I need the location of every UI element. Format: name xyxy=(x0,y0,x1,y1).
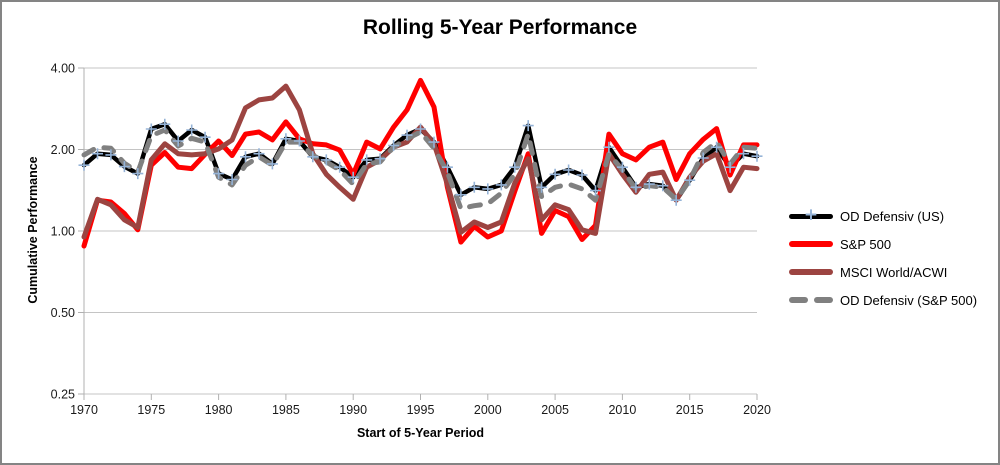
y-axis-title: Cumulative Performance xyxy=(26,156,40,304)
x-tick-label: 2020 xyxy=(743,403,771,417)
plus-marker-icon: + xyxy=(803,204,819,225)
x-axis-title: Start of 5-Year Period xyxy=(356,426,485,440)
legend-label: OD Defensiv (US) xyxy=(840,208,945,224)
y-tick-label: 0.25 xyxy=(51,388,75,402)
legend-dash xyxy=(814,297,833,303)
legend-label: MSCI World/ACWI xyxy=(840,264,948,280)
legend-item-msci-world-acwi: MSCI World/ACWI xyxy=(789,258,998,286)
legend: + OD Defensiv (US) S&P 500 MSCI World/AC… xyxy=(789,202,998,314)
y-tick-label: 2.00 xyxy=(51,143,75,157)
y-tick-label: 1.00 xyxy=(51,225,75,239)
series-markers-od-defensiv-us xyxy=(78,118,763,206)
x-tick-label: 2015 xyxy=(676,403,704,417)
x-tick-label: 1995 xyxy=(407,403,435,417)
legend-item-od-defensiv-sp500: OD Defensiv (S&P 500) xyxy=(789,286,998,314)
legend-swatch-solid-line-icon xyxy=(789,241,833,247)
legend-item-od-defensiv-us: + OD Defensiv (US) xyxy=(789,202,998,230)
legend-swatch-solid-line-icon xyxy=(789,269,833,275)
legend-dash xyxy=(789,297,808,303)
x-tick-label: 2010 xyxy=(608,403,636,417)
x-tick-label: 1990 xyxy=(339,403,367,417)
chart-title: Rolling 5-Year Performance xyxy=(362,16,638,39)
legend-label: S&P 500 xyxy=(840,236,892,252)
x-tick-label: 2000 xyxy=(474,403,502,417)
legend-swatch-dashed-line-icon xyxy=(789,297,833,303)
legend-swatch-line-with-plus-marker-icon: + xyxy=(789,206,833,223)
y-tick-label: 0.50 xyxy=(51,306,75,320)
x-tick-label: 1980 xyxy=(205,403,233,417)
x-tick-label: 1975 xyxy=(137,403,165,417)
x-tick-label: 2005 xyxy=(541,403,569,417)
legend-line-brown xyxy=(789,269,833,275)
x-tick-label: 1970 xyxy=(70,403,98,417)
x-tick-label: 1985 xyxy=(272,403,300,417)
legend-line-black xyxy=(789,213,833,219)
legend-label: OD Defensiv (S&P 500) xyxy=(840,292,978,308)
legend-line-red xyxy=(789,241,833,247)
legend-item-sp500: S&P 500 xyxy=(789,230,998,258)
series-line-od-defensiv-s-p-500 xyxy=(81,127,760,212)
series-line-s-p-500 xyxy=(81,77,760,249)
y-tick-label: 4.00 xyxy=(51,62,75,76)
series-line-msci-world-acwi xyxy=(81,83,760,240)
